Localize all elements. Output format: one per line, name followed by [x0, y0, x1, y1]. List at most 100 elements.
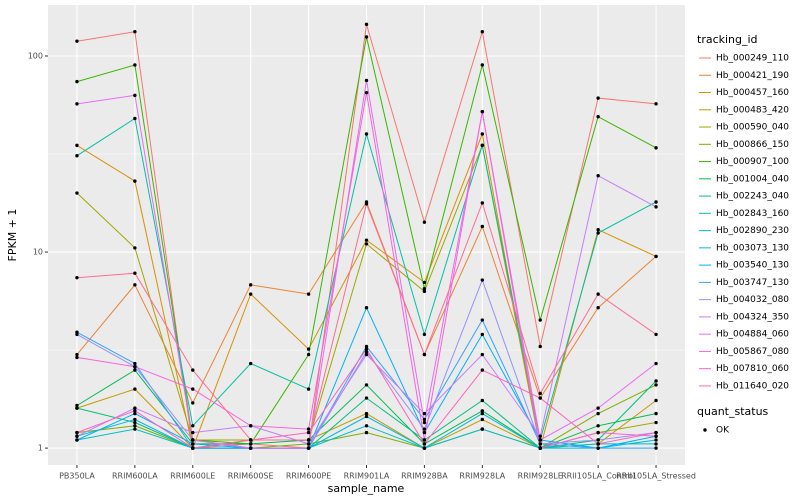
data-point	[422, 446, 427, 450]
data-point	[596, 406, 600, 410]
x-tick-label: RRIM928LE	[518, 472, 563, 481]
data-point	[422, 280, 427, 285]
data-point	[75, 275, 79, 280]
data-point	[248, 361, 253, 366]
data-point	[75, 403, 79, 408]
data-point	[538, 396, 542, 400]
data-point	[654, 332, 658, 337]
data-point	[364, 78, 369, 83]
data-point	[480, 398, 485, 403]
data-point	[364, 35, 369, 39]
data-point	[133, 271, 137, 275]
data-point	[133, 179, 137, 183]
axes: 1 10 100 PB350LA RRIM600LA RRIM600LE RRIM600SE…	[28, 51, 696, 480]
data-point	[191, 438, 195, 442]
x-axis-title: sample_name	[328, 482, 405, 495]
data-point	[191, 446, 195, 450]
data-point	[364, 396, 369, 400]
data-point	[75, 102, 79, 106]
data-point	[422, 287, 427, 291]
data-point	[191, 401, 195, 405]
data-point	[306, 430, 311, 435]
data-point	[306, 352, 311, 357]
data-point	[596, 115, 600, 119]
data-point	[480, 318, 485, 322]
data-point	[133, 424, 137, 428]
data-point	[596, 438, 600, 442]
data-point	[596, 306, 600, 310]
data-point	[538, 391, 542, 396]
data-point	[133, 93, 137, 98]
data-point	[248, 292, 253, 296]
legend-label: Hb_000907_100	[716, 157, 789, 167]
point-legend-title: quant_status	[697, 405, 769, 418]
data-point	[364, 414, 369, 419]
data-point	[364, 344, 369, 349]
data-point	[364, 22, 369, 27]
data-point	[654, 205, 658, 209]
data-point	[654, 446, 658, 450]
data-point	[654, 254, 658, 259]
data-point	[248, 442, 253, 446]
data-point	[191, 424, 195, 428]
data-point	[75, 332, 79, 337]
data-point	[133, 283, 137, 287]
data-point	[480, 201, 485, 205]
y-axis-title: FPKM + 1	[6, 209, 19, 262]
data-point	[538, 318, 542, 322]
data-point	[480, 132, 485, 136]
data-point	[364, 238, 369, 242]
data-point	[596, 292, 600, 296]
data-point	[422, 438, 427, 442]
point-legend-label: OK	[716, 426, 730, 436]
point-legend-key	[703, 428, 707, 432]
data-point	[364, 411, 369, 416]
data-point	[596, 411, 600, 416]
data-point	[596, 430, 600, 435]
data-point	[133, 417, 137, 422]
data-point	[75, 434, 79, 438]
data-point	[422, 442, 427, 446]
points	[75, 22, 658, 450]
x-tick-label: PB350LA	[59, 472, 95, 481]
y-tick-label: 10	[33, 248, 43, 257]
data-point	[480, 409, 485, 413]
data-point	[75, 191, 79, 195]
data-point	[422, 332, 427, 337]
data-point	[364, 352, 369, 357]
data-point	[191, 387, 195, 391]
data-point	[133, 411, 137, 416]
legend-label: Hb_004032_080	[716, 295, 789, 305]
data-point	[596, 228, 600, 232]
data-point	[596, 442, 600, 446]
data-point	[654, 379, 658, 383]
data-point	[133, 368, 137, 372]
x-tick-label: RRIM600LA	[112, 472, 158, 481]
data-point	[654, 361, 658, 366]
data-point	[364, 90, 369, 95]
data-point	[306, 387, 311, 391]
data-point	[654, 420, 658, 425]
data-point	[480, 417, 485, 422]
legend-label: Hb_004884_060	[716, 330, 789, 340]
data-point	[133, 116, 137, 121]
data-point	[133, 246, 137, 250]
legend-label: Hb_003073_130	[716, 243, 789, 253]
y-tick-label: 100	[28, 51, 43, 60]
data-point	[654, 434, 658, 438]
data-point	[248, 446, 253, 450]
data-point	[133, 63, 137, 67]
data-point	[596, 174, 600, 178]
x-tick-label: RRIM600PE	[286, 472, 332, 481]
legend-label: Hb_007810_060	[716, 364, 789, 374]
data-point	[480, 224, 485, 229]
data-point	[654, 398, 658, 403]
data-point	[422, 352, 427, 357]
legend-label: Hb_000866_150	[716, 140, 789, 150]
data-point	[248, 283, 253, 287]
legend-label: Hb_001004_040	[716, 174, 789, 184]
legend-label: Hb_000457_160	[716, 88, 789, 98]
x-tick-label: RRIM600SE	[228, 472, 274, 481]
data-point	[364, 350, 369, 354]
